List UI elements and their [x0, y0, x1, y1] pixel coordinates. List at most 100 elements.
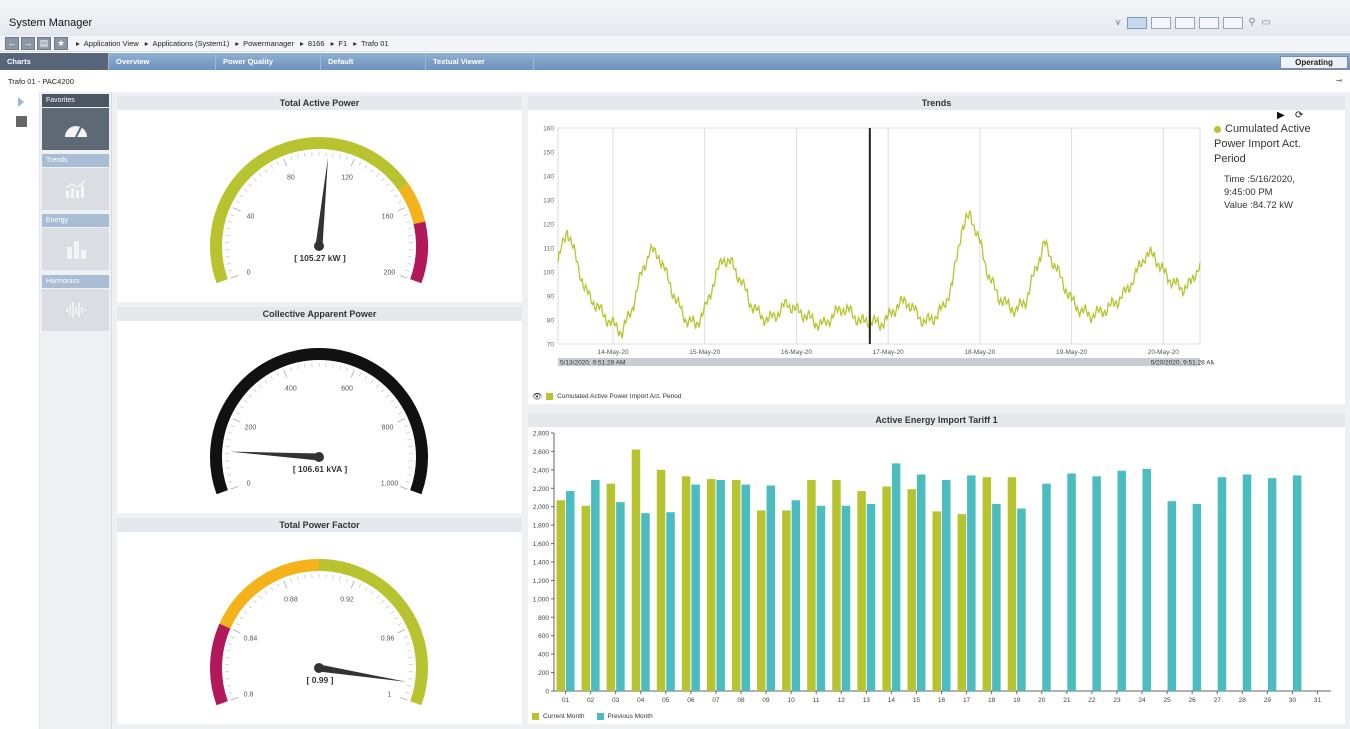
gauge-tick-label: 120 — [341, 174, 353, 181]
gauge-arc — [210, 348, 428, 495]
gauge-tick — [386, 183, 390, 187]
layout-quad-button[interactable] — [1199, 17, 1219, 29]
category-harmonics[interactable]: Harmonics — [42, 275, 109, 288]
gauge-arc — [410, 221, 428, 284]
gauge-icon[interactable] — [42, 108, 109, 150]
gauge-tick — [390, 399, 395, 403]
gauge-tick — [405, 432, 410, 434]
operating-button[interactable]: Operating — [1280, 56, 1348, 69]
tab-textual-viewer[interactable]: Textual Viewer — [426, 53, 534, 70]
forward-icon[interactable]: → — [21, 37, 35, 50]
bar-previous-month — [1042, 483, 1051, 691]
x-tick-label: 02 — [587, 697, 595, 704]
gauge-tick — [270, 165, 274, 169]
time-range-bar — [558, 358, 1200, 366]
x-tick-label: 07 — [712, 697, 720, 704]
breadcrumb-item[interactable]: Trafo 01 — [360, 39, 389, 48]
gauge-tick — [398, 201, 402, 204]
cursor-series-name: Cumulated Active — [1225, 123, 1311, 135]
breadcrumb-item[interactable]: 8166 — [307, 39, 325, 48]
x-tick-label: 04 — [637, 697, 645, 704]
gauge-value: [ 0.99 ] — [306, 675, 334, 685]
visibility-icon[interactable]: 👁 — [532, 392, 543, 401]
legend-swatch — [532, 713, 539, 720]
bar-current-month — [782, 510, 791, 691]
breadcrumb-item[interactable]: Applications (System1) — [152, 39, 230, 48]
trend-legend: 👁 Cumulated Active Power Import Act. Per… — [532, 392, 681, 401]
gauge-tick — [232, 629, 241, 634]
breadcrumb: ▸ Application View ▸ Applications (System1… — [76, 39, 389, 48]
refresh-icon[interactable]: ⟳ — [1295, 110, 1304, 121]
pin-icon[interactable]: ⊸ — [1336, 76, 1343, 85]
category-trends[interactable]: Trends — [42, 154, 109, 167]
star-icon[interactable]: ★ — [54, 37, 68, 50]
bar-chart-icon[interactable] — [42, 228, 109, 270]
gauge-tick — [358, 161, 362, 166]
x-tick-label: 19 — [1013, 697, 1021, 704]
gauge-tick — [403, 425, 408, 428]
play-trend-icon[interactable]: ▶ — [1277, 110, 1285, 121]
category-energy[interactable]: Energy — [42, 214, 109, 227]
tab-charts[interactable]: Charts — [0, 53, 109, 70]
bar-previous-month — [992, 503, 1001, 691]
panel-title: Total Power Factor — [117, 518, 522, 532]
category-favorites[interactable]: Favorites — [42, 94, 109, 107]
energy-legend: Current Month Previous Month — [532, 713, 653, 720]
gauge-tick — [381, 600, 385, 604]
maximize-icon[interactable]: ▭ — [1261, 17, 1271, 28]
y-tick-label: 110 — [544, 246, 555, 253]
bar-previous-month — [766, 485, 776, 691]
gauge-arc — [210, 623, 231, 706]
title-bar: System Manager ⩛ ⚲ ▭ — [0, 0, 1350, 36]
x-tick-label: 01 — [562, 697, 570, 704]
gauge-tick — [258, 384, 262, 388]
energy-bar-chart[interactable]: 0 200 400 600 800 1,000 1,200 1,400 1,600 1,800 2,… — [528, 427, 1345, 717]
layout-split-button[interactable] — [1151, 17, 1171, 29]
gauge-tick — [405, 221, 410, 223]
gauge-tick — [370, 169, 374, 173]
gauge-tick — [345, 156, 348, 161]
y-tick-label: 2,200 — [533, 486, 550, 493]
x-tick-label: 17-May-20 — [873, 349, 904, 356]
tab-default[interactable]: Default — [321, 53, 426, 70]
layout-grid-button[interactable] — [1127, 17, 1147, 29]
bar-current-month — [857, 491, 866, 691]
gauge-tick-label: 0.84 — [244, 635, 258, 642]
stop-icon[interactable] — [16, 116, 27, 127]
gauge-tick — [228, 269, 233, 272]
breadcrumb-item[interactable]: F1 — [338, 39, 348, 48]
bar-previous-month — [666, 512, 675, 691]
tab-overview[interactable]: Overview — [109, 53, 216, 70]
navigation-bar: ← → ▤ ★ ▸ Application View ▸ Applications … — [0, 36, 1350, 52]
x-tick-label: 09 — [762, 697, 770, 704]
back-icon[interactable]: ← — [5, 37, 19, 50]
x-tick-label: 13 — [863, 697, 871, 704]
collapse-icon[interactable]: ⩛ — [1115, 17, 1121, 28]
gauge-tick — [332, 364, 334, 369]
trend-chart-icon[interactable] — [42, 168, 109, 210]
waveform-icon[interactable] — [42, 289, 109, 331]
layout-single-button[interactable] — [1223, 17, 1243, 29]
y-tick-label: 150 — [543, 150, 554, 157]
gauge-tick — [390, 610, 395, 614]
play-icon[interactable] — [18, 97, 24, 107]
gauge-tick — [248, 605, 252, 609]
bar-previous-month — [616, 502, 625, 691]
x-tick-label: 19-May-20 — [1056, 349, 1087, 356]
tab-power-quality[interactable]: Power Quality — [216, 53, 321, 70]
bar-current-month — [932, 511, 941, 691]
layout-columns-button[interactable] — [1175, 17, 1195, 29]
panel-title: Total Active Power — [117, 96, 522, 110]
lock-icon[interactable]: ⚲ — [1248, 17, 1256, 28]
bar-previous-month — [1067, 473, 1076, 691]
breadcrumb-item[interactable]: Powermanager — [243, 39, 294, 48]
gauge-tick-label: 0 — [247, 481, 251, 488]
document-icon[interactable]: ▤ — [37, 37, 51, 50]
gauge-tick — [253, 389, 257, 393]
trend-chart[interactable]: 70 80 90 100 110 120 130 140 150 160 14-May-20 15-M… — [528, 112, 1214, 372]
gauge-tick — [283, 580, 288, 589]
gauge-needle — [315, 157, 328, 247]
gauge-tick — [339, 154, 341, 159]
gauge-tick-label: 800 — [382, 424, 394, 431]
breadcrumb-item[interactable]: Application View — [83, 39, 139, 48]
